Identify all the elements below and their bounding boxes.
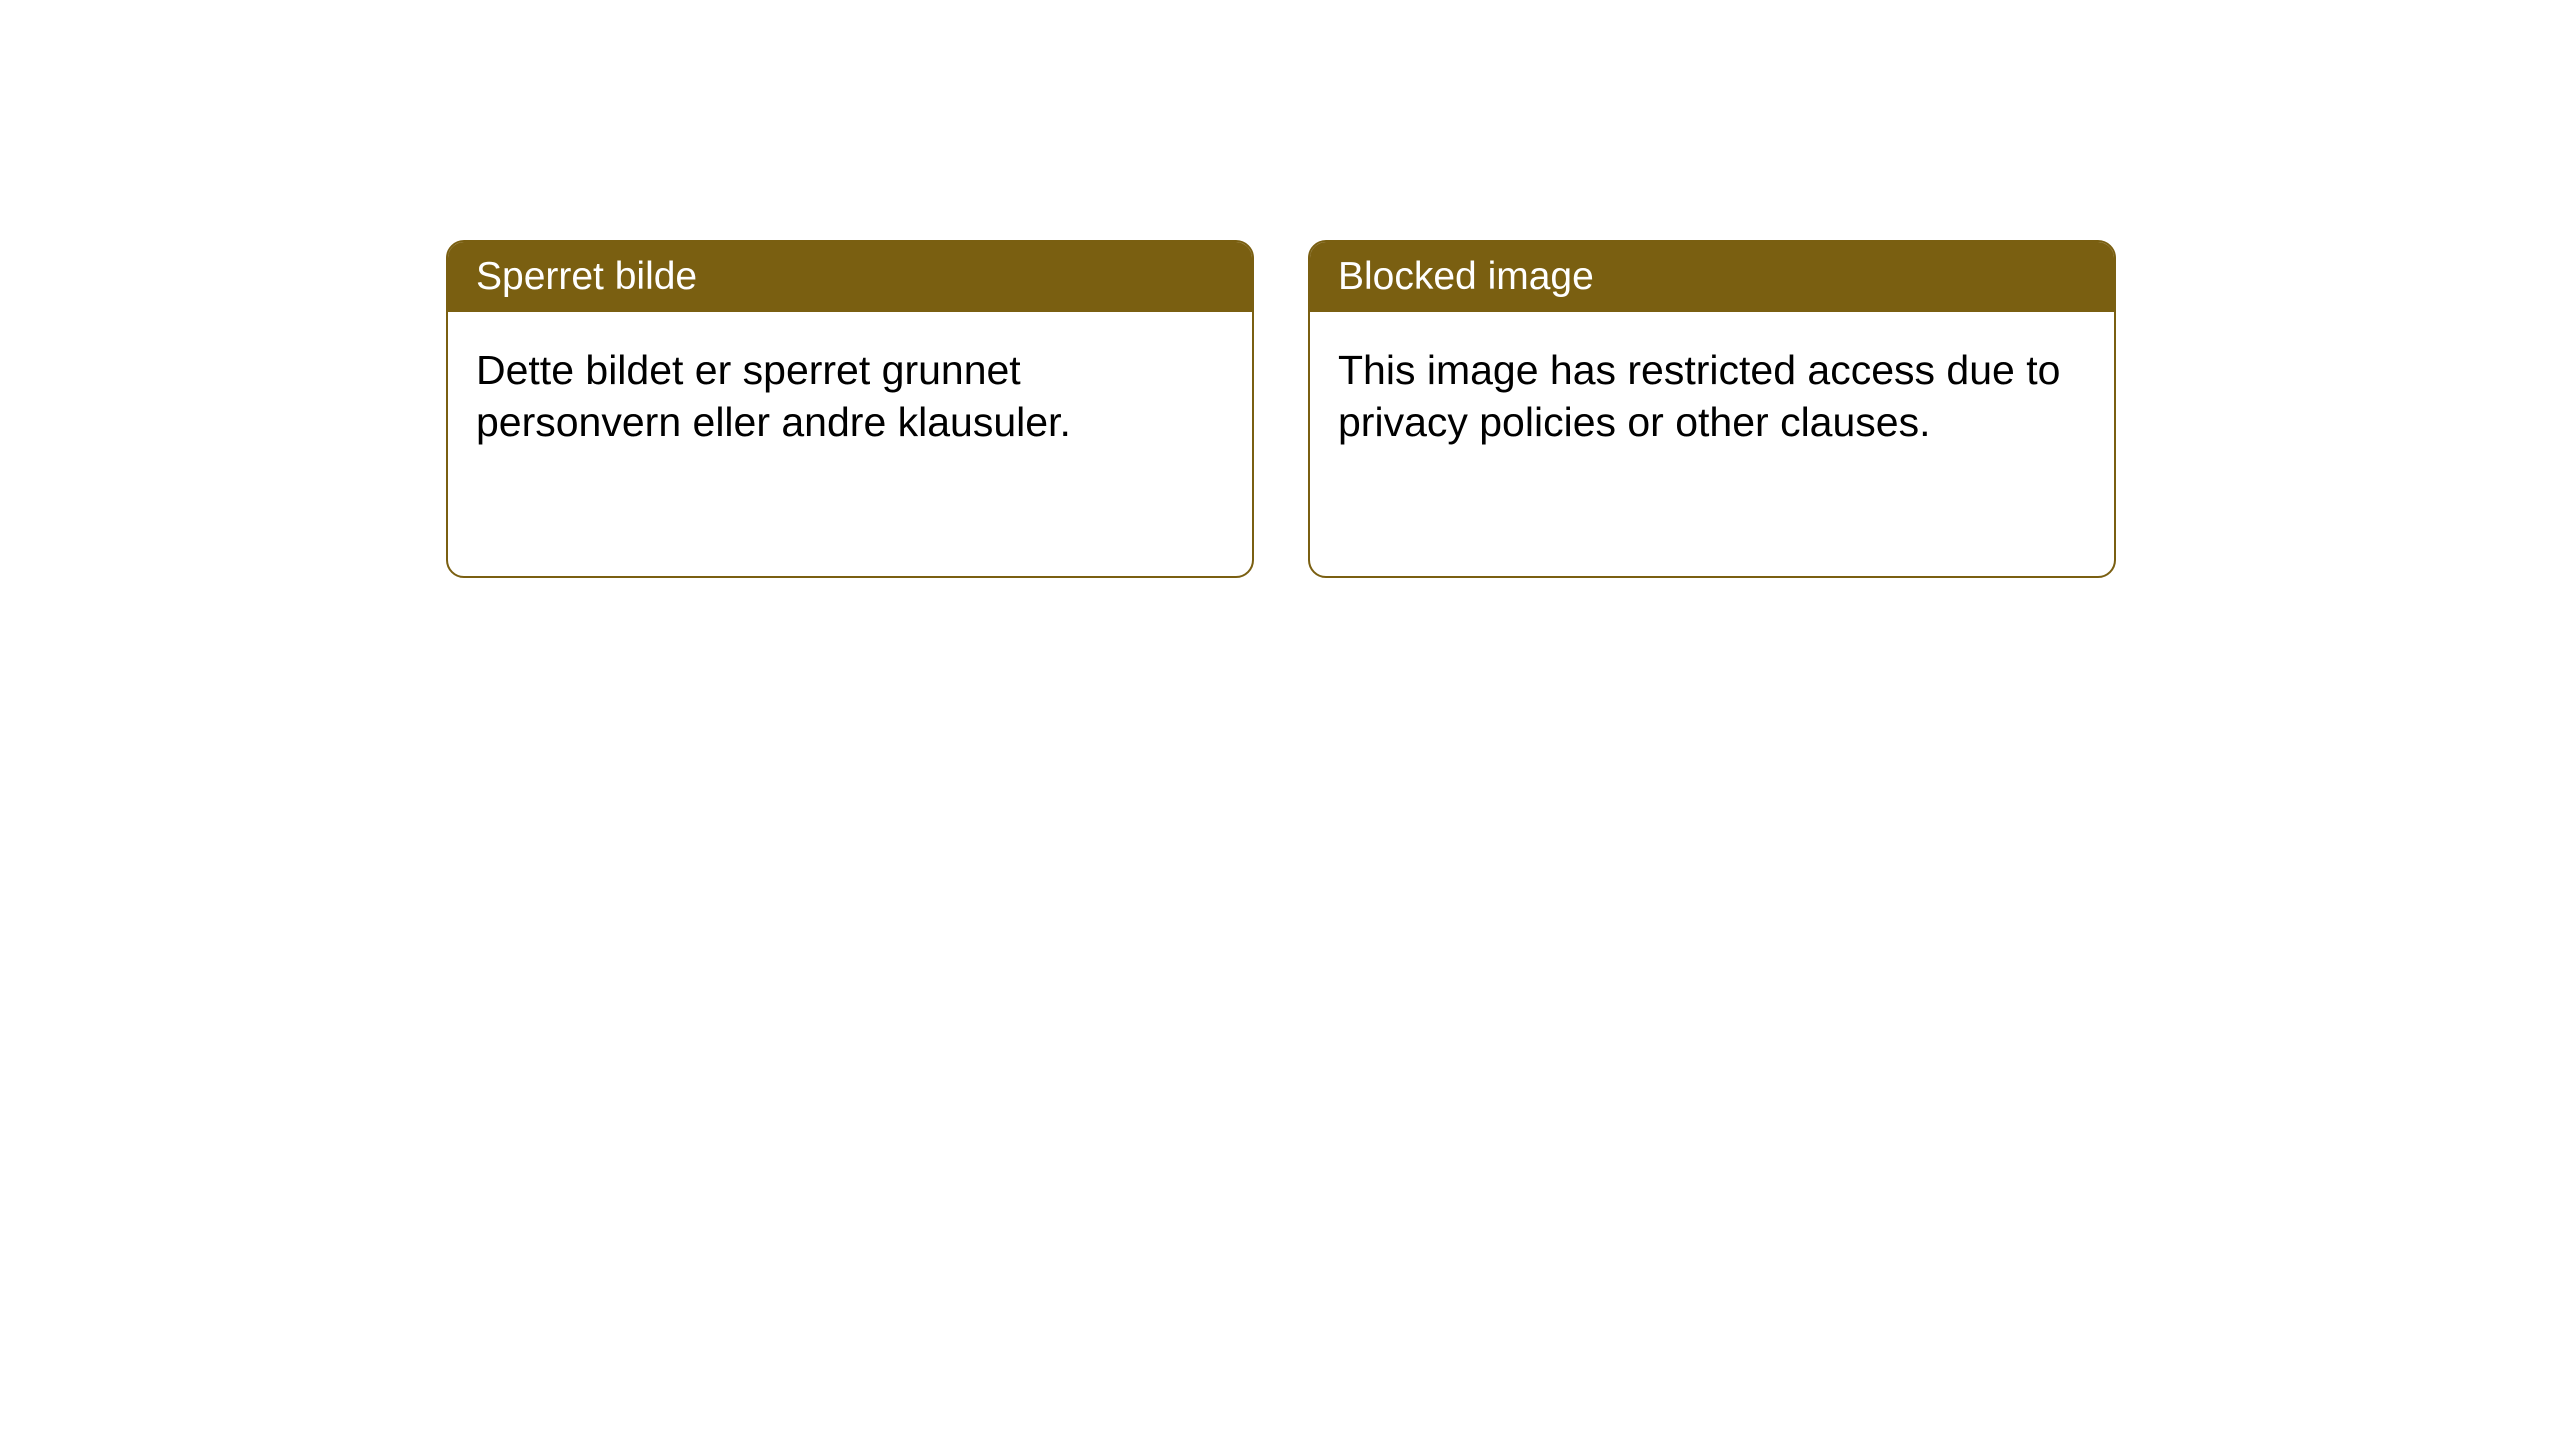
notice-header: Sperret bilde [448, 242, 1252, 312]
notice-container: Sperret bilde Dette bildet er sperret gr… [446, 240, 2116, 578]
notice-body: Dette bildet er sperret grunnet personve… [448, 312, 1252, 481]
notice-body: This image has restricted access due to … [1310, 312, 2114, 481]
notice-body-text: Dette bildet er sperret grunnet personve… [476, 347, 1071, 445]
notice-body-text: This image has restricted access due to … [1338, 347, 2060, 445]
notice-header: Blocked image [1310, 242, 2114, 312]
notice-title: Sperret bilde [476, 255, 697, 298]
notice-title: Blocked image [1338, 255, 1594, 298]
notice-card-english: Blocked image This image has restricted … [1308, 240, 2116, 578]
notice-card-norwegian: Sperret bilde Dette bildet er sperret gr… [446, 240, 1254, 578]
